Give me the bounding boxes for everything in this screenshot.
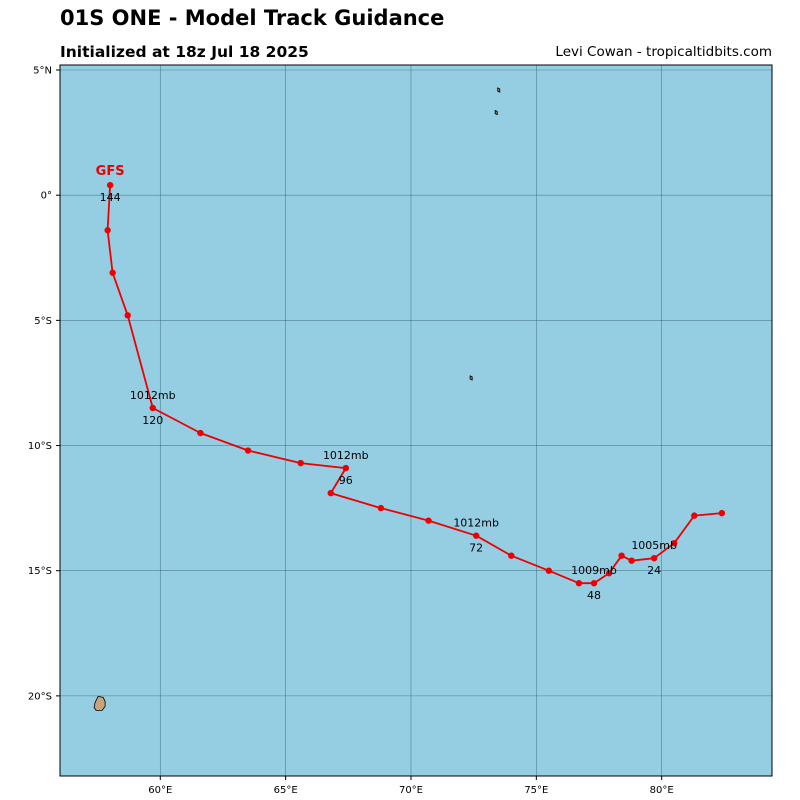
forecast-hour-label: 24	[647, 564, 661, 577]
track-point	[605, 570, 613, 577]
pressure-label: 1012mb	[453, 517, 499, 530]
track-point	[124, 312, 131, 319]
pressure-label: 1009mb	[571, 564, 617, 577]
init-time: Initialized at 18z Jul 18 2025	[60, 43, 309, 61]
forecast-hour-label: 72	[469, 542, 483, 555]
track-line	[106, 185, 722, 585]
lat-tick-label: 20°S	[28, 691, 52, 702]
track-point	[575, 580, 583, 587]
track-point	[106, 181, 114, 189]
lat-tick-label: 5°S	[34, 316, 52, 327]
pressure-label: 1012mb	[130, 389, 176, 402]
island-small-island-b	[494, 109, 498, 116]
track-labels: 1005mb 24 1009mb 48 1012mb 72 1012mb 96 1012mb 12…	[96, 164, 677, 602]
pressure-label: 1005mb	[631, 539, 677, 552]
track-point	[508, 552, 515, 559]
track-point	[628, 557, 635, 564]
lon-tick-label: 80°E	[650, 785, 674, 796]
track-point	[342, 464, 350, 472]
track-point	[197, 429, 204, 437]
track-point	[377, 504, 385, 512]
lat-tick-label: 10°S	[28, 441, 52, 452]
island-small-island-a	[497, 87, 501, 93]
lat-tick-label: 0°	[41, 191, 52, 202]
lon-tick-label: 75°E	[524, 785, 548, 796]
track-point	[691, 512, 698, 519]
lon-tick-label: 65°E	[274, 785, 298, 796]
chart-title: 01S ONE - Model Track Guidance	[60, 6, 445, 30]
forecast-hour-label: 48	[587, 589, 601, 602]
track-point	[472, 532, 480, 539]
track-point	[327, 489, 334, 497]
graticule	[60, 65, 772, 776]
track-point	[618, 552, 625, 559]
track-point	[149, 404, 156, 412]
track-point	[590, 580, 598, 587]
track-point	[650, 554, 658, 562]
lon-tick-label: 70°E	[399, 785, 423, 796]
track-point	[104, 227, 111, 234]
track-point	[244, 447, 252, 454]
island-small-island-c	[469, 375, 473, 381]
forecast-hour-label: 144	[100, 191, 121, 204]
island-mauritius	[93, 695, 106, 711]
credit-text: Levi Cowan - tropicaltidbits.com	[555, 44, 772, 60]
lat-tick-label: 5°N	[33, 66, 52, 77]
lat-tick-label: 15°S	[28, 566, 52, 577]
forecast-hour-label: 96	[339, 474, 353, 487]
pressure-label: 1012mb	[323, 449, 369, 462]
forecast-hour-label: 120	[142, 414, 163, 427]
track-point	[297, 459, 304, 467]
gfs-track	[104, 181, 726, 587]
ocean-area	[60, 65, 772, 776]
landmasses	[93, 87, 501, 711]
axis-ticks: 60°E 65°E 70°E 75°E 80°E 5°N 0° 5°S 10°S 15°S 20°S	[28, 66, 674, 796]
track-point	[545, 567, 553, 574]
track-point	[109, 269, 116, 276]
track-point	[671, 539, 678, 547]
track-point	[718, 509, 726, 517]
model-name-label: GFS	[96, 164, 125, 179]
map-frame	[59, 64, 773, 777]
lon-tick-label: 60°E	[148, 785, 172, 796]
track-point	[425, 517, 432, 524]
